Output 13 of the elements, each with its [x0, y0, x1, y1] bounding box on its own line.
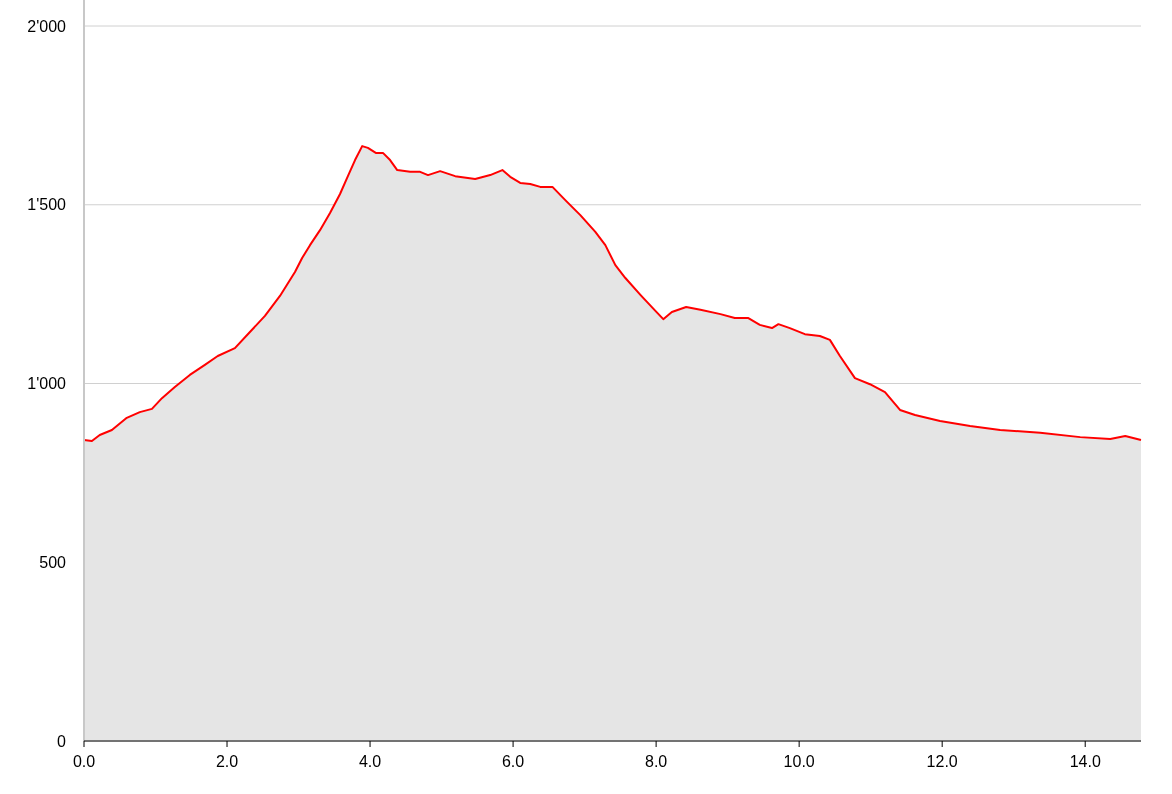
y-tick-label: 1'500 — [27, 196, 67, 214]
x-tick-label: 12.0 — [926, 753, 958, 770]
x-tick-label: 14.0 — [1069, 753, 1101, 770]
y-tick-label: 1'000 — [27, 375, 67, 393]
x-tick-label: 10.0 — [783, 753, 815, 770]
y-tick-label: 2'000 — [27, 17, 67, 35]
x-tick-label: 0.0 — [72, 753, 96, 770]
x-tick-label: 2.0 — [215, 753, 239, 770]
x-tick-label: 4.0 — [358, 753, 382, 770]
x-tick-label: 6.0 — [501, 753, 525, 770]
x-tick-label: 8.0 — [645, 753, 668, 770]
y-tick-label: 500 — [39, 553, 67, 571]
y-tick-label: 0 — [57, 732, 67, 750]
